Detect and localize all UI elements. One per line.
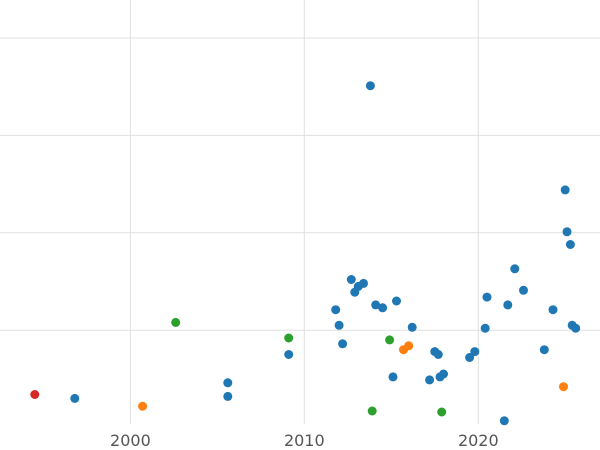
gridlines: [0, 0, 600, 424]
data-point-blue: [425, 375, 435, 385]
x-tick-label: 2000: [110, 431, 151, 450]
data-point-blue: [560, 185, 570, 195]
data-point-green: [284, 333, 294, 343]
data-point-blue: [439, 369, 448, 379]
data-point-blue: [571, 323, 581, 333]
data-point-blue: [548, 305, 558, 315]
data-point-blue: [338, 339, 348, 349]
data-point-blue: [223, 391, 233, 401]
data-point-green: [385, 335, 395, 345]
data-point-blue: [346, 275, 356, 284]
data-points: [30, 81, 581, 426]
data-point-blue: [371, 300, 381, 310]
data-point-blue: [510, 264, 520, 274]
data-point-blue: [565, 240, 575, 249]
data-point-orange: [559, 382, 568, 392]
data-point-blue: [70, 393, 80, 403]
x-axis-tick-labels: 2000 2010 2020: [110, 431, 499, 450]
data-point-blue: [359, 278, 368, 288]
data-point-blue: [284, 350, 294, 359]
data-point-blue: [482, 292, 492, 302]
data-point-blue: [465, 353, 475, 362]
data-point-orange: [404, 341, 414, 351]
data-point-blue: [388, 372, 398, 382]
data-point-blue: [503, 300, 513, 310]
data-point-blue: [433, 350, 443, 359]
data-point-blue: [392, 296, 401, 306]
data-point-blue: [562, 227, 572, 237]
x-tick-label: 2020: [458, 431, 499, 450]
data-point-orange: [138, 401, 148, 411]
data-point-blue: [539, 345, 549, 355]
data-point-blue: [334, 320, 344, 330]
data-point-blue: [365, 81, 375, 91]
data-point-blue: [407, 322, 417, 332]
data-point-blue: [480, 323, 490, 333]
data-point-red: [30, 390, 40, 399]
data-point-blue: [470, 347, 480, 357]
data-point-green: [437, 407, 447, 417]
data-point-blue: [499, 416, 509, 426]
data-point-blue: [331, 305, 341, 315]
x-tick-label: 2010: [284, 431, 325, 450]
data-point-blue: [223, 378, 233, 388]
data-point-green: [367, 406, 377, 416]
data-point-blue: [519, 285, 528, 295]
data-point-green: [171, 317, 181, 327]
data-point-blue: [378, 303, 388, 313]
